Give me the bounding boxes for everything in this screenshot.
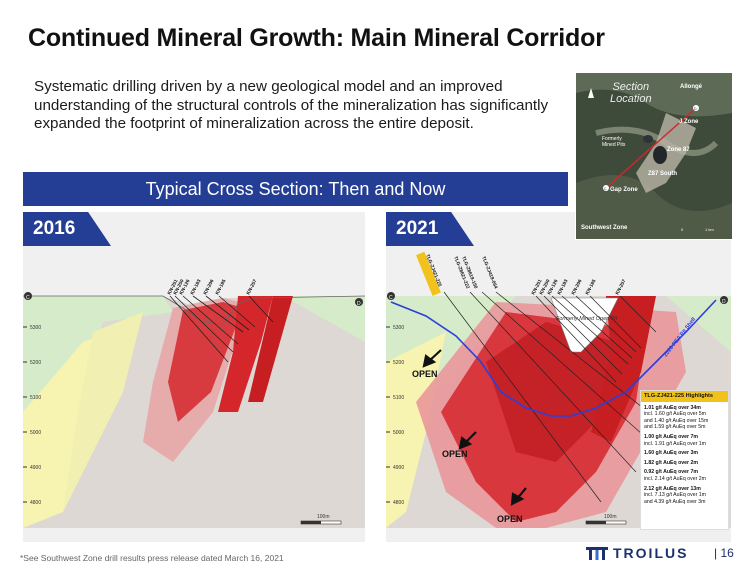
svg-text:KN-185: KN-185 bbox=[584, 278, 597, 296]
svg-text:4900: 4900 bbox=[30, 465, 41, 471]
svg-text:5200: 5200 bbox=[30, 360, 41, 366]
open-label: OPEN bbox=[497, 514, 523, 524]
section-location-map: C D Section Location Allongé J Zone Form… bbox=[575, 72, 733, 240]
svg-text:KN-185: KN-185 bbox=[214, 278, 227, 296]
highlight-item: 1.60 g/t AuEq over 3m bbox=[644, 450, 699, 457]
open-label: OPEN bbox=[412, 369, 438, 379]
page-number: | 16 bbox=[714, 546, 734, 560]
drill-hole-labels-2021-new: TLG-ZJ421-225 TLG-Z8621-222 TLG-Z8619-15… bbox=[416, 251, 499, 296]
highlight-item: 1.01 g/t AuEq over 34m incl. 1.60 g/t Au… bbox=[644, 404, 709, 431]
svg-text:KN-257: KN-257 bbox=[245, 278, 258, 296]
open-label: OPEN bbox=[442, 449, 468, 459]
svg-text:5300: 5300 bbox=[30, 325, 41, 331]
open-arrows bbox=[422, 349, 527, 506]
yellow-unit-inner bbox=[63, 312, 143, 512]
scale-bar-2016: 100m bbox=[300, 514, 342, 525]
troilus-logo: TROILUS bbox=[586, 544, 688, 562]
svg-text:KN-257: KN-257 bbox=[614, 278, 627, 296]
page-title: Continued Mineral Growth: Main Mineral C… bbox=[28, 24, 605, 52]
logo-text: TROILUS bbox=[613, 545, 689, 561]
pit-label: Formerly Mined Open Pit bbox=[556, 316, 618, 322]
intro-paragraph: Systematic drilling driven by a new geol… bbox=[34, 78, 549, 132]
elevation-labels-2021: 5300 5200 5100 5000 4900 4800 bbox=[386, 325, 404, 506]
svg-text:KN-183: KN-183 bbox=[189, 278, 202, 296]
drill-hole-labels: KN-251 KN-250 KN-126 KN-183 KN-206 KN-18… bbox=[166, 278, 258, 296]
footnote: *See Southwest Zone drill results press … bbox=[20, 553, 284, 563]
highlight-item: 1.00 g/t AuEq over 7m incl. 1.91 g/t AuE… bbox=[644, 433, 706, 447]
svg-text:5100: 5100 bbox=[30, 395, 41, 401]
svg-text:5000: 5000 bbox=[30, 430, 41, 436]
svg-text:C: C bbox=[604, 187, 607, 191]
highlight-item: 0.92 g/t AuEq over 7m incl. 2.14 g/t AuE… bbox=[644, 469, 706, 482]
svg-text:D: D bbox=[694, 107, 697, 111]
svg-text:100m: 100m bbox=[604, 514, 617, 520]
svg-text:TLG-ZJ419-064: TLG-ZJ419-064 bbox=[480, 256, 499, 290]
svg-text:4800: 4800 bbox=[393, 500, 404, 506]
section-banner: Typical Cross Section: Then and Now bbox=[23, 172, 568, 206]
svg-text:KN-206: KN-206 bbox=[202, 278, 215, 296]
drill-hole-labels-2021-old: KN-251 KN-250 KN-126 KN-183 KN-206 KN-18… bbox=[530, 278, 627, 296]
cross-section-2016: 2016 C D 5300 5200 5100 bbox=[23, 212, 365, 542]
svg-text:C: C bbox=[26, 295, 30, 301]
highlight-item: 1.82 g/t AuEq over 2m bbox=[644, 459, 699, 466]
svg-text:KN-206: KN-206 bbox=[570, 278, 583, 296]
north-arrow-icon bbox=[588, 88, 594, 98]
drill-highlights-box: TLG-ZJ421-225 Highlights 1.01 g/t AuEq o… bbox=[640, 390, 729, 530]
svg-text:4800: 4800 bbox=[30, 500, 41, 506]
svg-text:D: D bbox=[722, 299, 726, 305]
mineral-zone-east2 bbox=[248, 296, 293, 402]
svg-text:100m: 100m bbox=[317, 514, 330, 520]
svg-text:5100: 5100 bbox=[393, 395, 404, 401]
svg-text:C: C bbox=[389, 295, 393, 301]
cross-section-2021: 2021 C D bbox=[386, 212, 731, 542]
svg-text:5000: 5000 bbox=[393, 430, 404, 436]
pea-pit-shell bbox=[390, 299, 717, 417]
svg-text:5200: 5200 bbox=[393, 360, 404, 366]
highlight-item: 2.12 g/t AuEq over 13m incl. 7.13 g/t Au… bbox=[644, 485, 706, 505]
elevation-labels: 5300 5200 5100 5000 4900 4800 bbox=[23, 325, 41, 506]
troilus-logo-icon bbox=[586, 547, 608, 560]
mineral-zone-east bbox=[218, 296, 273, 412]
highlights-title: TLG-ZJ421-225 Highlights bbox=[641, 391, 728, 402]
svg-text:4900: 4900 bbox=[393, 465, 404, 471]
cross-section-2016-drawing: C D 5300 5200 5100 5000 4900 4800 KN-251… bbox=[23, 278, 365, 528]
svg-text:5300: 5300 bbox=[393, 325, 404, 331]
svg-text:D: D bbox=[357, 301, 361, 307]
